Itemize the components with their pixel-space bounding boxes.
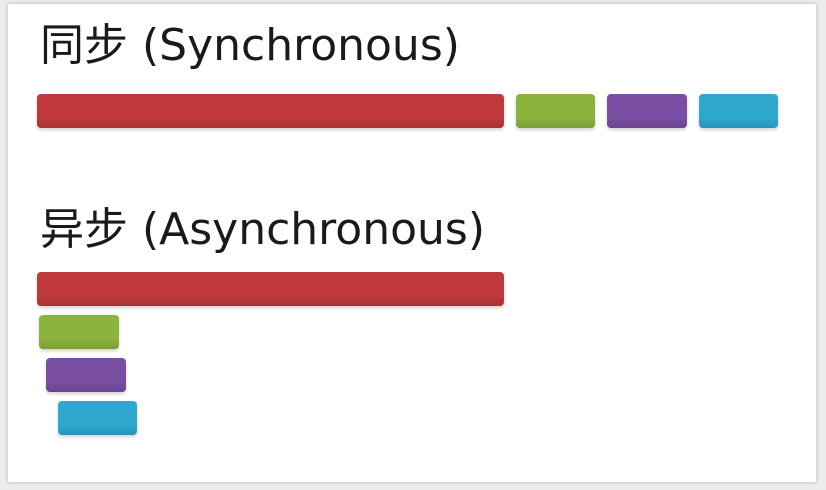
async-title: 异步 (Asynchronous) (40, 204, 486, 255)
sync-bar-green (516, 94, 596, 128)
async-bar-purple (46, 358, 126, 392)
sync-bar-red (37, 94, 504, 128)
sync-bar-purple (607, 94, 687, 128)
sync-bar-blue (698, 94, 779, 128)
sync-title: 同步 (Synchronous) (40, 20, 460, 71)
async-bar-green (39, 315, 119, 349)
diagram-frame: 同步 (Synchronous) 异步 (Asynchronous) (8, 4, 816, 482)
async-bar-blue (58, 401, 138, 435)
async-bar-red (37, 272, 504, 306)
